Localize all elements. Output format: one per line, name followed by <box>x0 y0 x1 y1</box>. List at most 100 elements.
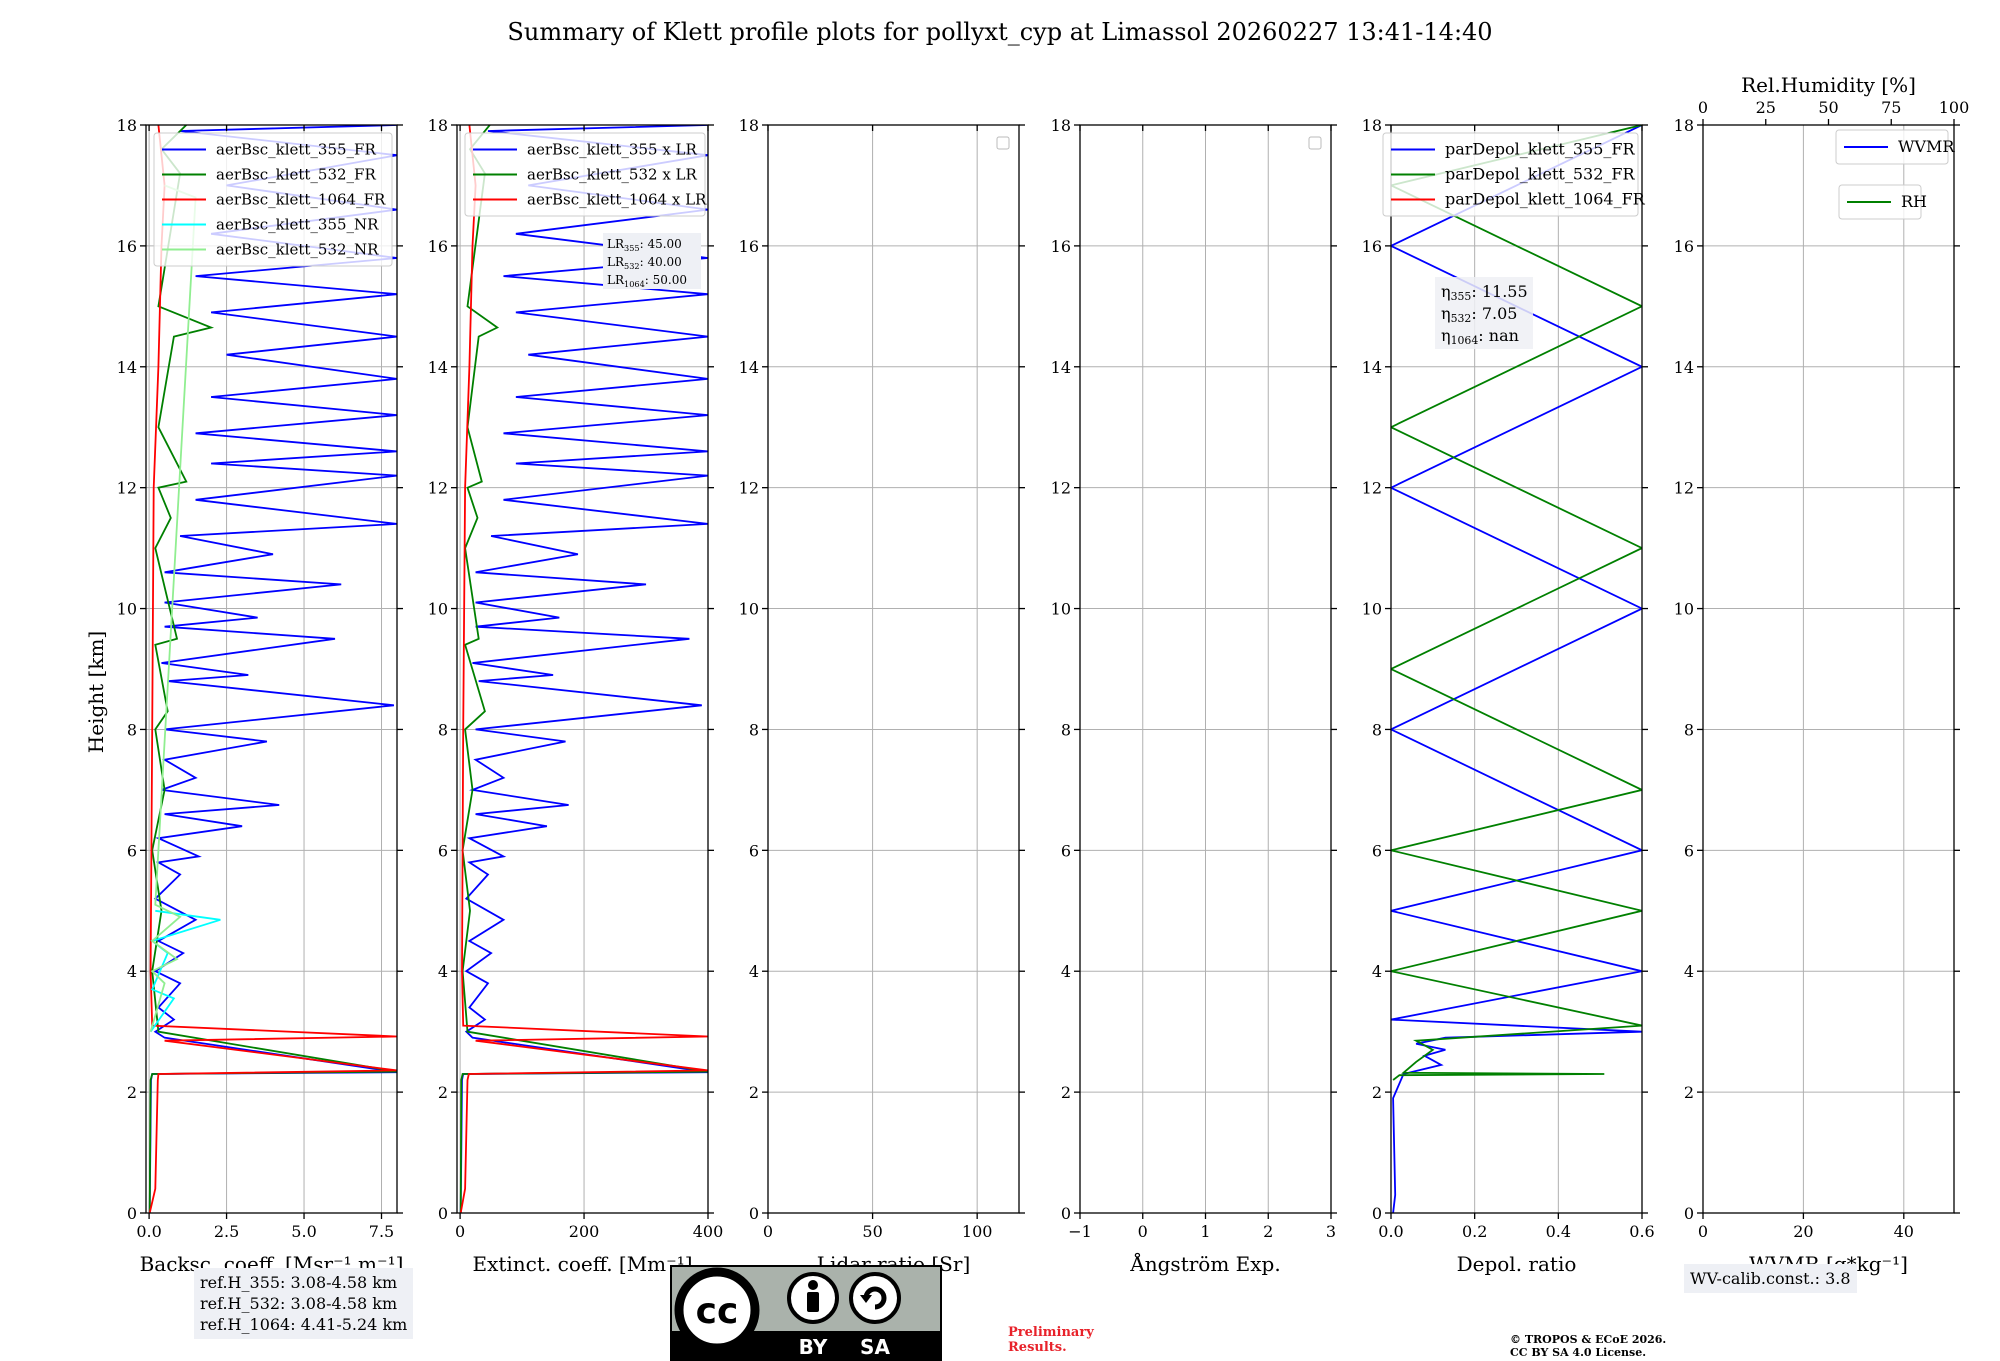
x-tick-label: 0.6 <box>1629 1222 1654 1241</box>
y-tick-label: 16 <box>1051 237 1071 256</box>
legend-entry: parDepol_klett_1064_FR <box>1445 190 1646 209</box>
y-tick-label: 18 <box>1674 116 1694 135</box>
y-tick-label: 8 <box>1372 720 1382 739</box>
y-tick-label: 0 <box>749 1204 759 1223</box>
series-aerBsc_klett_355 x LR <box>459 125 708 1213</box>
x2-tick-label: 0 <box>1698 98 1708 117</box>
x-axis-label: Ångström Exp. <box>1129 1251 1280 1276</box>
x-tick-label: 50 <box>862 1222 882 1241</box>
series-aerBsc_klett_1064 x LR <box>459 125 708 1213</box>
cc-icon <box>674 1267 760 1353</box>
ref-height-532: ref.H_532: 3.08-4.58 km <box>200 1294 398 1313</box>
x-tick-label: 0.2 <box>1462 1222 1487 1241</box>
y-tick-label: 8 <box>438 720 448 739</box>
x2-tick-label: 50 <box>1818 98 1838 117</box>
y-tick-label: 4 <box>1684 962 1694 981</box>
y-tick-label: 14 <box>1674 358 1694 377</box>
x-tick-label: 0 <box>455 1222 465 1241</box>
legend-entry: parDepol_klett_532_FR <box>1445 165 1636 184</box>
y-tick-label: 12 <box>1051 479 1071 498</box>
y-tick-label: 16 <box>428 237 448 256</box>
x-tick-label: 0.4 <box>1546 1222 1571 1241</box>
y-tick-label: 18 <box>428 116 448 135</box>
y-tick-label: 18 <box>1051 116 1071 135</box>
y-tick-label: 14 <box>1362 358 1382 377</box>
eta-532: η532: 7.05 <box>1441 304 1517 325</box>
lidar-ratio-532: LR532: 40.00 <box>607 255 682 271</box>
x-tick-label: 40 <box>1894 1222 1914 1241</box>
y-tick-label: 18 <box>1362 116 1382 135</box>
copyright-line-2: CC BY SA 4.0 License. <box>1510 1346 1647 1359</box>
eta-box <box>1435 277 1533 349</box>
y-tick-label: 18 <box>117 116 137 135</box>
panel-wv: 02468101214161802040WVMR [g*kg⁻¹]0255075… <box>1674 73 1970 1276</box>
y-tick-label: 14 <box>117 358 137 377</box>
y-tick-label: 0 <box>1061 1204 1071 1223</box>
legend-entry: aerBsc_klett_1064_FR <box>216 191 386 209</box>
axes-frame <box>1390 124 1643 1214</box>
y-tick-label: 0 <box>127 1204 137 1223</box>
cc-icon-label: cc <box>696 1291 739 1332</box>
y-tick-label: 6 <box>1684 841 1694 860</box>
legend-entry: parDepol_klett_355_FR <box>1445 140 1636 159</box>
y-tick-label: 12 <box>1674 479 1694 498</box>
legend-frame <box>153 132 393 267</box>
legend-entry: aerBsc_klett_532_NR <box>216 241 379 259</box>
x2-tick-label: 100 <box>1939 98 1970 117</box>
legend-entry: aerBsc_klett_532 x LR <box>527 166 698 184</box>
legend-entry: aerBsc_klett_1064 x LR <box>527 191 707 209</box>
x-tick-label: 0 <box>1698 1222 1708 1241</box>
series-aerBsc_klett_355_FR <box>148 125 397 1213</box>
ref-height-1064: ref.H_1064: 4.41-5.24 km <box>200 1315 408 1334</box>
series-aerBsc_klett_1064_FR <box>148 125 397 1213</box>
legend-entry: aerBsc_klett_355_NR <box>216 216 379 234</box>
reference-height-box: ref.H_355: 3.08-4.58 km ref.H_532: 3.08-… <box>194 1268 414 1339</box>
legend: aerBsc_klett_355 x LR aerBsc_klett_532 x … <box>464 132 707 217</box>
x-tick-label: −1 <box>1068 1222 1092 1241</box>
y-tick-label: 2 <box>1061 1083 1071 1102</box>
by-label: BY <box>799 1335 828 1359</box>
y-tick-label: 8 <box>1061 720 1071 739</box>
preliminary-line-1: Preliminary <box>1008 1325 1094 1340</box>
y-tick-label: 14 <box>739 358 759 377</box>
x-tick-label: 3 <box>1326 1222 1336 1241</box>
y-tick-label: 6 <box>1061 841 1071 860</box>
empty-legend-box <box>1308 136 1322 150</box>
x-tick-label: 0.0 <box>136 1222 161 1241</box>
y-tick-label: 8 <box>1684 720 1694 739</box>
x-axis-label: Extinct. coeff. [Mm⁻¹] <box>472 1252 692 1276</box>
x-tick-label: 2.5 <box>214 1222 239 1241</box>
x-tick-label: 400 <box>693 1222 724 1241</box>
x-tick-label: 7.5 <box>369 1222 394 1241</box>
y-tick-label: 8 <box>749 720 759 739</box>
y-tick-label: 10 <box>1674 600 1694 619</box>
x-tick-label: 200 <box>569 1222 600 1241</box>
y-tick-label: 14 <box>1051 358 1071 377</box>
y-tick-label: 10 <box>428 600 448 619</box>
y-tick-label: 2 <box>127 1083 137 1102</box>
axes-frame <box>145 124 398 1214</box>
panel-depol: 0 2 4 6 8 10 12 14 16 18 0.0 0.2 0.4 0.6 Depol. ratio p… <box>1362 116 1655 1276</box>
x-tick-label: 5.0 <box>291 1222 316 1241</box>
axes-frame <box>767 124 1020 1214</box>
legend: WVMR <box>1835 129 1955 165</box>
y-tick-label: 6 <box>749 841 759 860</box>
y-tick-label: 0 <box>438 1204 448 1223</box>
legend-frame <box>464 132 706 217</box>
y-tick-label: 2 <box>749 1083 759 1102</box>
y-tick-label: 16 <box>739 237 759 256</box>
lidar-ratio-1064: LR1064: 50.00 <box>607 273 687 289</box>
legend-frame <box>1382 132 1639 217</box>
series-parDepol_klett_532_FR <box>1391 125 1642 1081</box>
y-tick-label: 12 <box>1362 479 1382 498</box>
legend-entry: aerBsc_klett_355_FR <box>216 141 376 159</box>
preliminary-note: Preliminary Results. <box>1008 1325 1094 1355</box>
y-tick-label: 4 <box>749 962 759 981</box>
x2-tick-label: 75 <box>1881 98 1901 117</box>
series-aerBsc_klett_532_NR <box>149 184 197 1032</box>
